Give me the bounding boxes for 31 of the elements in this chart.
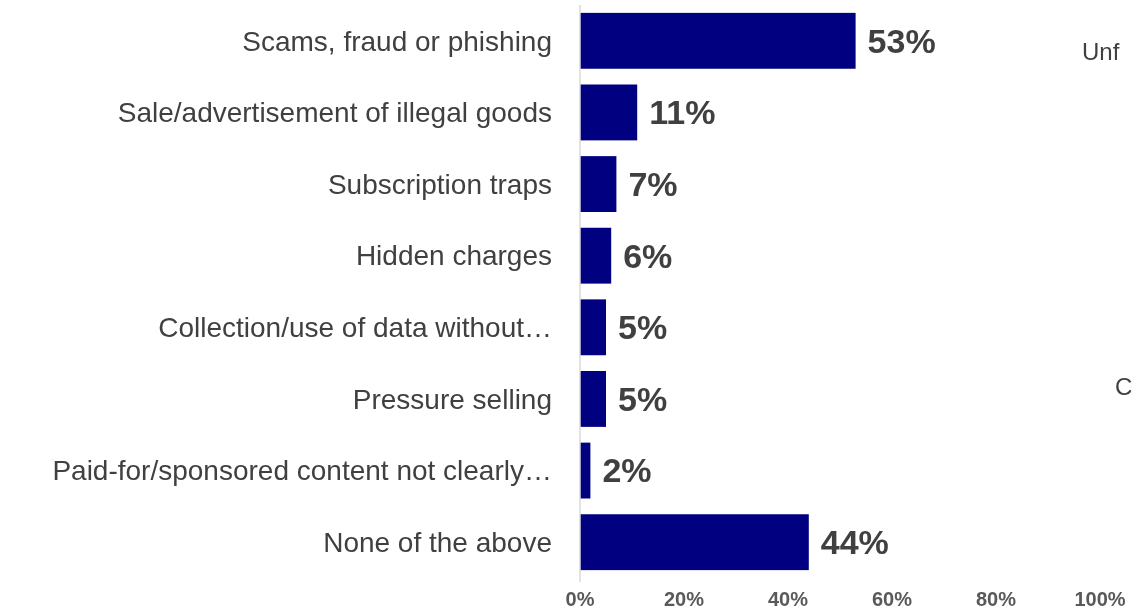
annotation: Unf bbox=[1082, 38, 1120, 65]
text: C bbox=[1115, 373, 1132, 400]
bar bbox=[580, 12, 856, 69]
data-label: 11% bbox=[649, 93, 716, 132]
x-tick-label: 40% bbox=[767, 588, 809, 610]
data-label: 5% bbox=[618, 379, 668, 418]
bar bbox=[580, 156, 617, 212]
y-tick-label: Collection/use of data without… bbox=[158, 312, 552, 344]
x-tick-label: 20% bbox=[663, 588, 705, 610]
y-tick-label: Scams, fraud or phishing bbox=[242, 25, 552, 57]
y-tick-label: Hidden charges bbox=[355, 240, 552, 272]
data-label: 6% bbox=[623, 236, 673, 275]
x-tick-label: 0% bbox=[565, 588, 595, 610]
bar bbox=[580, 84, 638, 141]
data-label: 7% bbox=[628, 164, 678, 203]
bar bbox=[580, 299, 606, 356]
y-tick-label: Subscription traps bbox=[327, 168, 552, 200]
y-tick-label: None of the above bbox=[323, 526, 552, 558]
data-label: 2% bbox=[602, 451, 652, 490]
x-tick-label: 60% bbox=[871, 588, 913, 610]
bar bbox=[580, 227, 612, 284]
y-tick-label: Pressure selling bbox=[352, 383, 552, 415]
bar bbox=[580, 371, 606, 427]
bar bbox=[580, 514, 809, 571]
data-label: 53% bbox=[867, 21, 936, 60]
data-label: 5% bbox=[618, 308, 668, 347]
y-tick-label: Sale/advertisement of illegal goods bbox=[117, 97, 552, 129]
data-label: 44% bbox=[820, 523, 889, 562]
y-tick-label: Paid-for/sponsored content not clearly… bbox=[52, 455, 552, 487]
x-tick-label: 100% bbox=[1074, 588, 1126, 610]
x-tick-label: 80% bbox=[975, 588, 1017, 610]
